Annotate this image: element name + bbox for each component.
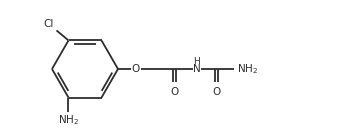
Text: NH$_2$: NH$_2$ bbox=[58, 114, 79, 127]
Text: O: O bbox=[132, 64, 140, 74]
Text: O: O bbox=[171, 87, 179, 97]
Text: H: H bbox=[193, 56, 200, 65]
Text: NH$_2$: NH$_2$ bbox=[237, 62, 258, 76]
Text: Cl: Cl bbox=[43, 19, 54, 29]
Text: N: N bbox=[193, 64, 201, 74]
Text: O: O bbox=[212, 87, 221, 97]
